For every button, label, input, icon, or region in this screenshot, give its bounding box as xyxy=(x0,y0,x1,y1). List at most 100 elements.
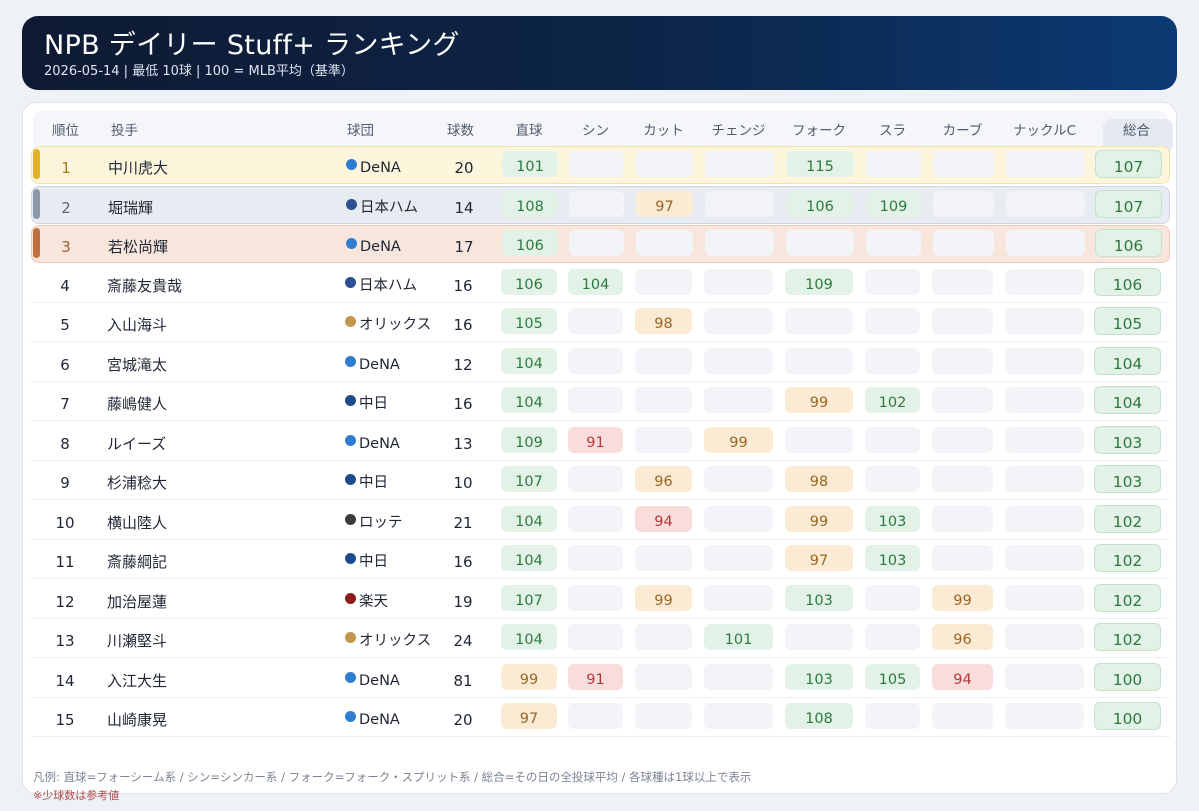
pitch-cutter-value xyxy=(635,703,692,729)
table-row[interactable]: 3 若松尚輝 DeNA 17 106 106 xyxy=(31,225,1170,263)
total-value: 102 xyxy=(1094,583,1161,612)
pitcher-name[interactable]: 堀瑞輝 xyxy=(108,198,154,217)
rank-cell: 14 xyxy=(55,671,75,690)
team-name: DeNA xyxy=(359,356,400,373)
table-row[interactable]: 14 入江大生 DeNA 81 99 91 103 105 94 100 xyxy=(31,660,1170,698)
header-total[interactable]: 総合 xyxy=(1123,123,1150,139)
pitch-fastball-value: 104 xyxy=(501,545,557,571)
pitch-fork-value: 109 xyxy=(785,268,853,295)
table-row[interactable]: 11 斎藤綱記 中日 16 104 97 103 102 xyxy=(31,541,1170,579)
rank-cell: 7 xyxy=(60,395,70,413)
pitch-changeup-value xyxy=(704,268,773,295)
pitcher-name[interactable]: 宮城滝太 xyxy=(107,355,168,374)
pitch-slider-value xyxy=(866,151,921,177)
rank-cell: 2 xyxy=(61,198,71,217)
pitch-fastball-value: 107 xyxy=(501,466,557,492)
pitch-changeup-value xyxy=(704,466,773,492)
table-row[interactable]: 8 ルイーズ DeNA 13 109 91 99 103 xyxy=(31,423,1170,461)
rank-cell: 8 xyxy=(60,434,70,453)
pitch-cutter-value xyxy=(635,426,692,453)
pitch-knucklecurve-value xyxy=(1006,190,1085,217)
pitcher-name[interactable]: 杉浦稔大 xyxy=(107,474,168,492)
total-value: 102 xyxy=(1094,504,1161,533)
pitch-cutter-value: 96 xyxy=(635,466,692,492)
pitch-sinker-value xyxy=(568,387,623,413)
header-pitch-knucklecurve[interactable]: ナックルC xyxy=(1012,123,1077,139)
table-row[interactable]: 13 川瀬堅斗 オリックス 24 104 101 96 102 xyxy=(31,620,1170,658)
header-pitch-curve[interactable]: カーブ xyxy=(942,123,983,139)
rank-cell: 6 xyxy=(60,355,70,374)
pitch-fork-value: 115 xyxy=(786,151,854,177)
pitch-knucklecurve-value xyxy=(1005,308,1084,334)
header-pitch-sinker[interactable]: シン xyxy=(582,123,609,139)
table-row[interactable]: 10 横山陸人 ロッテ 21 104 94 99 103 102 xyxy=(31,502,1170,540)
pitcher-name[interactable]: 斎藤綱記 xyxy=(107,553,168,571)
table-header: 順位 投手 球団 球数 直球 シン カット チェンジ フォーク スラ カーブ ナックルC 総合 xyxy=(33,111,1173,153)
pitch-fastball-value: 104 xyxy=(501,387,557,413)
team-cell: DeNA xyxy=(346,226,401,264)
pitch-changeup-value xyxy=(704,545,773,571)
page-subtitle: 2026-05-14 | 最低 10球 | 100 = MLB平均（基準） xyxy=(44,64,354,79)
pitch-fork-value: 99 xyxy=(785,505,853,532)
rank-cell: 1 xyxy=(61,159,71,177)
pitch-slider-value: 105 xyxy=(865,663,920,690)
pitch-changeup-value xyxy=(704,703,773,729)
header-pitch-slider[interactable]: スラ xyxy=(879,123,906,139)
pitcher-name[interactable]: 若松尚輝 xyxy=(108,238,169,256)
team-cell: 日本ハム xyxy=(346,187,418,225)
table-row[interactable]: 15 山崎康晃 DeNA 20 97 108 100 xyxy=(31,699,1170,737)
rank-cell: 9 xyxy=(60,474,70,492)
header-rank[interactable]: 順位 xyxy=(52,123,79,139)
header-pitch-cutter[interactable]: カット xyxy=(643,123,684,139)
pitch-fastball-value: 106 xyxy=(502,230,558,256)
team-name: オリックス xyxy=(359,317,432,333)
team-cell: 日本ハム xyxy=(345,265,417,303)
table-row[interactable]: 6 宮城滝太 DeNA 12 104 104 xyxy=(31,344,1170,382)
pitch-count: 10 xyxy=(453,474,473,492)
pitch-curve-value xyxy=(932,426,993,453)
table-row[interactable]: 12 加治屋蓮 楽天 19 107 99 103 99 102 xyxy=(31,581,1170,619)
pitch-slider-value: 103 xyxy=(865,505,920,532)
team-cell: オリックス xyxy=(345,304,431,342)
table-row[interactable]: 7 藤嶋健人 中日 16 104 99 102 104 xyxy=(31,383,1170,421)
pitch-cutter-value: 94 xyxy=(635,505,692,532)
pitch-cutter-value xyxy=(635,347,692,374)
team-cell: DeNA xyxy=(345,344,400,382)
team-name: 中日 xyxy=(359,554,388,570)
team-cell: ロッテ xyxy=(345,502,403,540)
pitch-knucklecurve-value xyxy=(1005,347,1084,374)
table-row[interactable]: 5 入山海斗 オリックス 16 105 98 105 xyxy=(31,304,1170,342)
pitch-fork-value: 108 xyxy=(785,703,853,729)
team-name: ロッテ xyxy=(359,514,403,531)
total-value: 102 xyxy=(1094,544,1161,572)
header-pitcher[interactable]: 投手 xyxy=(111,123,138,139)
pitcher-name[interactable]: 藤嶋健人 xyxy=(107,395,168,413)
pitch-cutter-value xyxy=(635,624,692,650)
pitch-fork-value: 98 xyxy=(785,466,853,492)
header-pitch-fastball[interactable]: 直球 xyxy=(515,123,543,139)
pitcher-name[interactable]: 加治屋蓮 xyxy=(107,592,168,611)
table-row[interactable]: 4 斎藤友貴哉 日本ハム 16 106 104 109 106 xyxy=(31,265,1170,303)
team-cell: 中日 xyxy=(345,462,388,500)
pitch-count: 81 xyxy=(453,671,473,690)
pitcher-name[interactable]: ルイーズ xyxy=(107,434,167,453)
pitcher-name[interactable]: 入江大生 xyxy=(107,671,168,690)
pitcher-name[interactable]: 山崎康晃 xyxy=(107,711,168,729)
pitcher-name[interactable]: 横山陸人 xyxy=(107,513,168,532)
table-row[interactable]: 9 杉浦稔大 中日 10 107 96 98 103 xyxy=(31,462,1170,500)
header-team[interactable]: 球団 xyxy=(347,123,374,139)
pitch-fork-value: 99 xyxy=(785,387,853,413)
table-row[interactable]: 2 堀瑞輝 日本ハム 14 108 97 106 109 107 xyxy=(31,185,1170,225)
pitcher-name[interactable]: 川瀬堅斗 xyxy=(107,632,168,650)
header-pitch-changeup[interactable]: チェンジ xyxy=(711,123,766,139)
header-pitch-fork[interactable]: フォーク xyxy=(792,123,846,139)
pitcher-name[interactable]: 入山海斗 xyxy=(107,316,168,334)
pitch-changeup-value: 101 xyxy=(704,624,773,650)
pitcher-name[interactable]: 中川虎大 xyxy=(108,159,169,177)
pitch-changeup-value xyxy=(704,663,773,690)
pitch-fork-value: 103 xyxy=(785,584,853,611)
header-count[interactable]: 球数 xyxy=(447,123,474,139)
pitcher-name[interactable]: 斎藤友貴哉 xyxy=(107,276,183,295)
table-row[interactable]: 1 中川虎大 DeNA 20 101 115 107 xyxy=(31,146,1170,184)
team-color-dot xyxy=(346,238,357,249)
